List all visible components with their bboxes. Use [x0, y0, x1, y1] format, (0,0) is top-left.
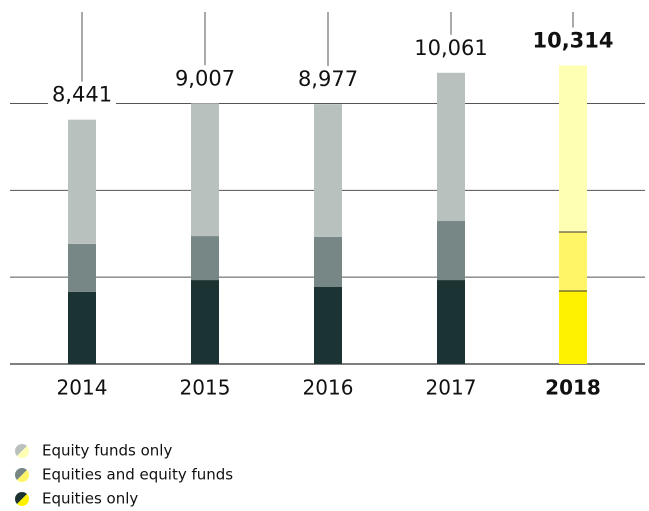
legend-swatch	[17, 446, 29, 458]
bar-segment	[191, 236, 219, 281]
legend-label: Equity funds only	[42, 442, 172, 460]
total-label: 8,977	[298, 67, 358, 91]
bar-segment	[437, 280, 465, 364]
legend-swatch	[15, 468, 27, 480]
bar-segment	[68, 291, 96, 364]
x-tick-label: 2018	[545, 376, 601, 400]
legend-swatch	[17, 470, 29, 482]
bar-segment	[437, 72, 465, 222]
legend-swatch	[15, 444, 27, 456]
label-bg	[410, 35, 492, 60]
bar-segment	[191, 103, 219, 237]
bar-segment	[559, 65, 587, 233]
total-label: 10,314	[532, 28, 613, 52]
legend-label: Equities and equity funds	[42, 466, 233, 484]
bar-segment	[68, 243, 96, 292]
bar-segment	[437, 221, 465, 281]
bar-segment	[559, 232, 587, 292]
legend-swatch	[15, 492, 27, 504]
label-bg	[528, 28, 618, 53]
total-label: 9,007	[175, 66, 235, 90]
legend-label: Equities only	[42, 490, 138, 508]
total-label: 8,441	[52, 83, 112, 107]
total-label: 10,061	[414, 36, 487, 60]
x-tick-label: 2016	[303, 376, 354, 400]
bar-segment	[314, 236, 342, 288]
bar-segment	[314, 104, 342, 237]
bar-segment	[314, 287, 342, 364]
x-tick-label: 2015	[180, 376, 231, 400]
x-tick-label: 2017	[426, 376, 477, 400]
label-bg	[170, 66, 240, 91]
x-tick-label: 2014	[57, 376, 108, 400]
bar-segment	[191, 280, 219, 364]
bar-segment	[68, 119, 96, 244]
label-bg	[47, 82, 117, 107]
legend-swatch	[17, 494, 29, 506]
bar-segment	[559, 291, 587, 364]
label-bg	[293, 67, 363, 92]
